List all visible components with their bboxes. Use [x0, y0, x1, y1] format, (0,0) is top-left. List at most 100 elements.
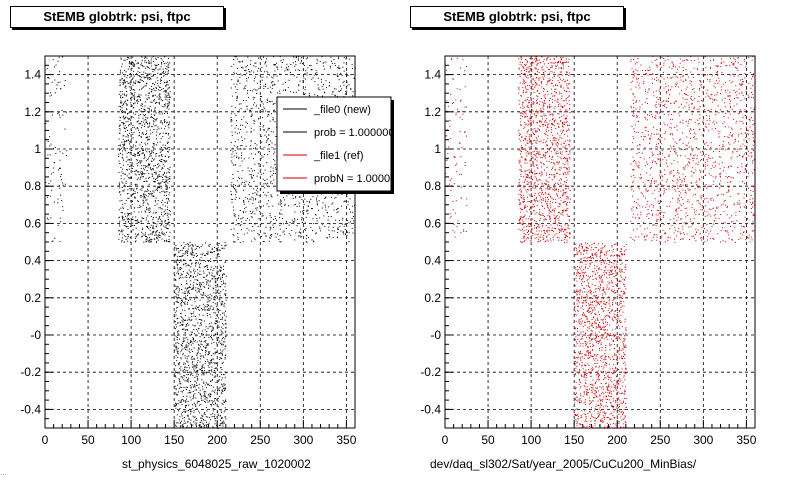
data-point	[274, 160, 276, 162]
data-point	[153, 121, 155, 123]
data-point	[169, 136, 171, 138]
data-point	[236, 180, 238, 182]
data-point	[189, 351, 191, 353]
data-point	[202, 314, 204, 316]
data-point	[560, 85, 562, 87]
data-point	[328, 206, 330, 208]
data-point	[48, 77, 50, 79]
data-point	[184, 291, 186, 293]
data-point	[145, 241, 147, 243]
data-point	[156, 64, 158, 66]
data-point	[311, 208, 313, 210]
data-point	[184, 375, 186, 377]
data-point	[203, 320, 205, 322]
data-point	[222, 403, 224, 405]
data-point	[183, 341, 185, 343]
data-point	[183, 339, 185, 341]
data-point	[186, 360, 188, 362]
data-point	[205, 424, 207, 426]
data-point	[160, 80, 162, 81]
data-point	[302, 81, 304, 83]
data-point	[554, 190, 556, 192]
data-point	[168, 187, 170, 189]
data-point	[157, 85, 159, 87]
data-point	[183, 400, 185, 402]
data-point	[237, 80, 239, 82]
data-point	[129, 66, 130, 68]
data-point	[130, 97, 132, 99]
data-point	[156, 237, 158, 239]
data-point	[206, 306, 208, 308]
data-point	[236, 89, 238, 90]
data-point	[205, 361, 207, 362]
data-point	[125, 85, 127, 87]
data-point	[195, 287, 197, 289]
data-point	[158, 235, 160, 236]
data-point	[345, 233, 347, 235]
data-point	[524, 85, 526, 87]
data-point	[250, 63, 251, 65]
data-point	[304, 93, 306, 95]
data-point	[165, 225, 167, 227]
data-point	[159, 151, 161, 153]
data-point	[275, 74, 277, 76]
data-point	[256, 175, 258, 177]
data-point	[279, 241, 281, 243]
data-point	[146, 57, 148, 59]
data-point	[552, 123, 554, 125]
data-point	[237, 236, 239, 238]
data-point	[183, 340, 185, 342]
data-point	[133, 188, 135, 190]
data-point	[264, 134, 266, 136]
data-point	[206, 372, 208, 374]
data-point	[153, 238, 155, 240]
data-point	[190, 391, 192, 393]
data-point	[153, 100, 155, 102]
data-point	[136, 187, 138, 189]
data-point	[205, 279, 207, 281]
data-point	[193, 282, 195, 283]
data-point	[118, 160, 120, 162]
data-point	[196, 382, 197, 384]
data-point	[212, 413, 214, 415]
data-point	[222, 312, 223, 314]
data-point	[159, 133, 161, 135]
data-point	[149, 163, 151, 165]
data-point	[560, 67, 562, 69]
data-point	[189, 293, 191, 295]
data-point	[165, 125, 167, 127]
data-point	[155, 65, 157, 67]
data-point	[140, 147, 142, 149]
data-point	[267, 88, 269, 90]
data-point	[280, 60, 282, 62]
data-point	[152, 227, 153, 229]
data-point	[119, 163, 121, 164]
data-point	[128, 214, 130, 216]
data-point	[168, 87, 170, 89]
data-point	[522, 101, 524, 103]
data-point	[531, 168, 533, 170]
data-point	[177, 372, 179, 374]
data-point	[139, 207, 141, 208]
data-point	[192, 256, 194, 258]
data-point	[262, 109, 264, 111]
data-point	[191, 313, 192, 315]
data-point	[543, 199, 544, 201]
data-point	[249, 109, 251, 111]
data-point	[548, 194, 550, 196]
data-point	[243, 200, 244, 201]
data-point	[194, 365, 196, 367]
data-point	[168, 241, 170, 243]
data-point	[292, 62, 294, 64]
data-point	[520, 176, 522, 177]
data-point	[132, 94, 134, 96]
data-point	[194, 389, 196, 391]
data-point	[209, 396, 211, 398]
data-point	[189, 245, 191, 247]
data-point	[153, 145, 155, 147]
data-point	[307, 67, 309, 69]
data-point	[180, 302, 182, 304]
data-point	[179, 267, 181, 269]
data-point	[206, 282, 208, 284]
data-point	[134, 89, 135, 91]
